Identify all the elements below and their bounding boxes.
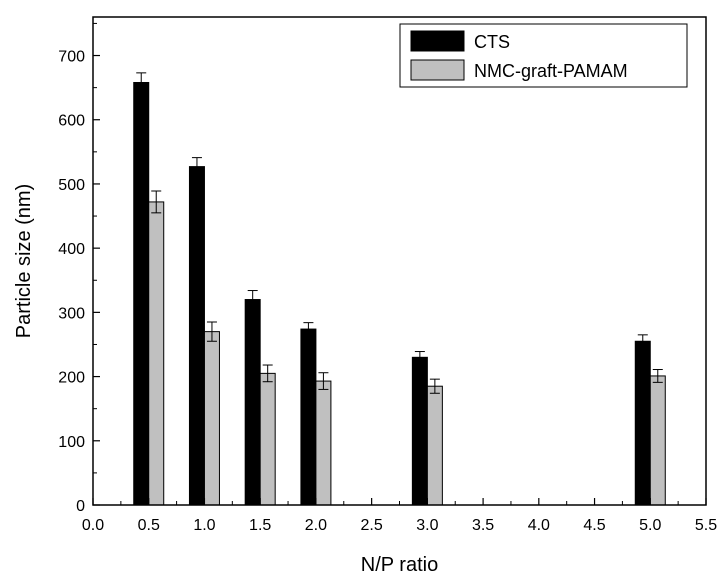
- ticks-layer: 0.0 0.5 1.0 1.5 2.0 2.5 3.0 3.5 4.0 4.5 5.0 5.5 0 100…: [58, 22, 717, 534]
- bar-cts-5: [634, 340, 651, 506]
- bar-nmc-graft-pamam-2: [259, 372, 276, 506]
- error-bar-nmc-graft-pamam-0: [151, 190, 162, 214]
- error-bar-nmc-graft-pamam-4: [429, 378, 440, 394]
- y-tick-label: 200: [58, 370, 85, 387]
- error-bar-cts-1: [191, 157, 202, 167]
- y-tick-label: 0: [76, 498, 85, 515]
- x-tick-label: 1.5: [249, 517, 271, 534]
- y-tick-label: 500: [58, 177, 85, 194]
- x-tick-label: 4.5: [583, 517, 605, 534]
- error-bar-nmc-graft-pamam-1: [206, 321, 217, 342]
- x-tick-label: 2.0: [305, 517, 327, 534]
- x-tick-label: 3.0: [416, 517, 438, 534]
- x-tick-label: 0.0: [82, 517, 104, 534]
- bar-cts-0: [133, 81, 150, 506]
- bars-layer: [133, 72, 666, 506]
- x-tick-label: 2.5: [361, 517, 383, 534]
- error-bar-cts-2: [247, 290, 258, 300]
- error-bar-cts-5: [637, 334, 648, 342]
- x-tick-label: 5.5: [695, 517, 717, 534]
- y-tick-label: 400: [58, 241, 85, 258]
- y-tick-label: 600: [58, 113, 85, 130]
- bar-cts-2: [244, 299, 261, 506]
- error-bar-cts-3: [303, 322, 314, 330]
- axes-layer: [92, 16, 707, 506]
- y-tick-label: 300: [58, 305, 85, 322]
- error-bar-nmc-graft-pamam-5: [652, 369, 663, 383]
- bar-nmc-graft-pamam-0: [148, 201, 165, 506]
- legend-label-cts: CTS: [474, 32, 510, 52]
- plot-frame: [92, 16, 707, 506]
- bar-cts-3: [300, 328, 317, 506]
- bar-nmc-graft-pamam-4: [426, 385, 443, 506]
- x-tick-label: 4.0: [528, 517, 550, 534]
- error-bar-nmc-graft-pamam-3: [318, 372, 329, 390]
- x-tick-label: 3.5: [472, 517, 494, 534]
- error-bar-nmc-graft-pamam-2: [262, 364, 273, 383]
- legend-swatch-cts: [410, 30, 465, 52]
- error-bar-cts-0: [136, 72, 147, 83]
- x-tick-label: 1.0: [193, 517, 215, 534]
- bar-nmc-graft-pamam-3: [315, 380, 332, 506]
- x-tick-label: 5.0: [639, 517, 661, 534]
- y-tick-label: 100: [58, 434, 85, 451]
- legend-swatch-nmc-graft-pamam: [410, 59, 465, 81]
- bar-nmc-graft-pamam-5: [649, 375, 666, 506]
- x-axis-title: N/P ratio: [361, 554, 438, 576]
- legend-label-nmc-graft-pamam: NMC-graft-PAMAM: [474, 61, 628, 81]
- y-axis-title: Particle size (nm): [13, 184, 35, 338]
- error-bar-cts-4: [414, 351, 425, 358]
- bar-cts-4: [411, 356, 428, 506]
- bar-cts-1: [188, 166, 205, 506]
- y-tick-label: 700: [58, 49, 85, 66]
- bar-nmc-graft-pamam-1: [203, 331, 220, 506]
- legend: CTS NMC-graft-PAMAM: [399, 23, 688, 88]
- x-tick-label: 0.5: [138, 517, 160, 534]
